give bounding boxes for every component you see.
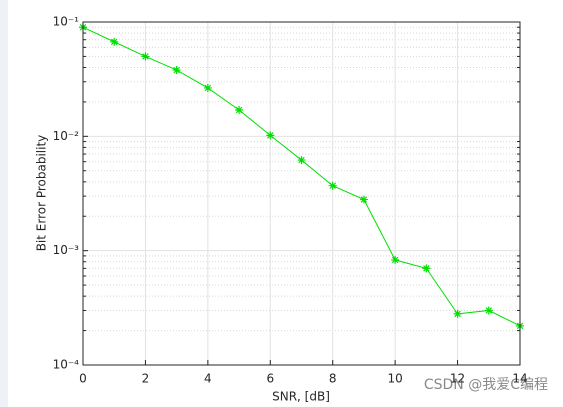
marker xyxy=(453,309,462,318)
marker xyxy=(266,131,275,140)
marker xyxy=(235,105,244,114)
x-tick-label: 10 xyxy=(388,372,403,386)
marker xyxy=(141,52,150,61)
x-tick-label: 14 xyxy=(512,372,527,386)
x-tick-label: 6 xyxy=(266,372,274,386)
x-tick-label: 4 xyxy=(204,372,212,386)
x-axis-label: SNR, [dB] xyxy=(272,390,330,404)
axes-box xyxy=(82,21,521,366)
marker xyxy=(172,66,181,75)
series-line xyxy=(82,26,521,327)
y-tick-label: 10⁻⁴ xyxy=(53,358,80,372)
y-axis-label: Bit Error Probability xyxy=(35,135,49,252)
y-tick-label: 10⁻² xyxy=(53,129,80,143)
marker xyxy=(484,306,493,315)
marker xyxy=(328,181,337,190)
watermark: CSDN @我爱C编程 xyxy=(424,377,548,393)
x-tick-label: 8 xyxy=(329,372,337,386)
x-tick-label: 2 xyxy=(142,372,150,386)
y-tick-label: 10⁻¹ xyxy=(53,15,80,29)
marker xyxy=(110,37,119,46)
marker xyxy=(203,83,212,92)
side-strip xyxy=(0,0,8,407)
y-tick-label: 10⁻³ xyxy=(53,243,80,257)
marker xyxy=(359,195,368,204)
x-tick-label: 0 xyxy=(79,372,87,386)
marker xyxy=(422,264,431,273)
marker xyxy=(297,156,306,165)
marker xyxy=(391,255,400,264)
x-tick-label: 12 xyxy=(450,372,465,386)
